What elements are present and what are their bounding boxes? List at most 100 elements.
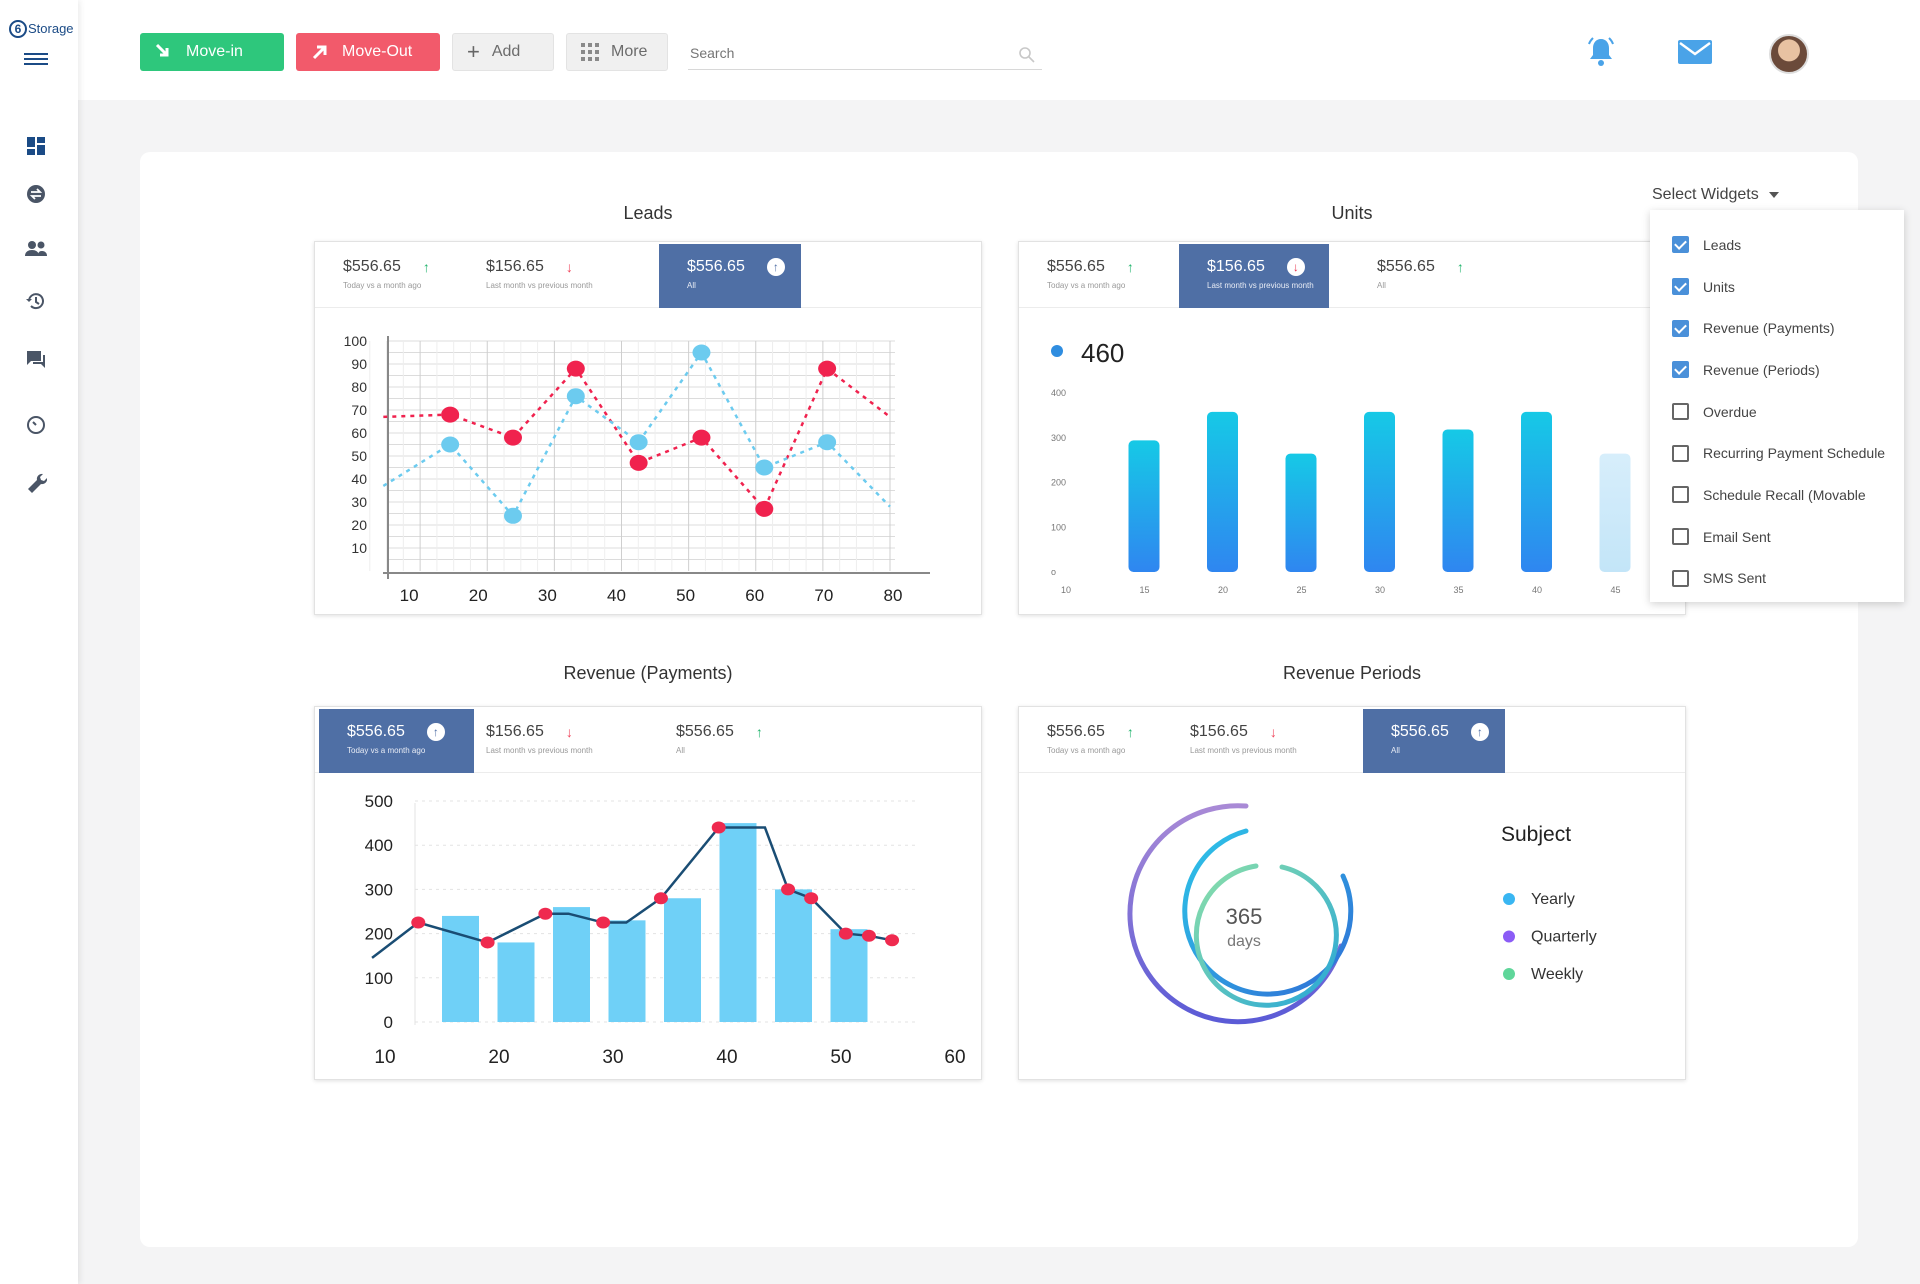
bell-icon[interactable] bbox=[1586, 36, 1616, 68]
x-tick-label: 45 bbox=[1610, 585, 1620, 595]
y-tick-label: 500 bbox=[365, 792, 393, 811]
y-tick-label: 400 bbox=[1051, 388, 1066, 398]
move-out-icon bbox=[312, 45, 327, 60]
checkbox[interactable] bbox=[1672, 486, 1689, 504]
stat-value: $556.65 bbox=[1047, 723, 1105, 740]
data-point bbox=[411, 916, 426, 929]
users-icon[interactable] bbox=[23, 236, 49, 262]
widget-option[interactable]: Email Sent bbox=[1650, 516, 1904, 558]
checkbox[interactable] bbox=[1672, 444, 1689, 462]
bar bbox=[719, 823, 757, 1022]
widget-option-label: Email Sent bbox=[1703, 528, 1771, 545]
checkbox[interactable] bbox=[1672, 278, 1689, 296]
more-button[interactable]: More bbox=[566, 33, 668, 71]
stat-tile[interactable]: $156.65 ↓ Last month vs previous month bbox=[1162, 709, 1316, 773]
transfer-icon[interactable] bbox=[23, 181, 49, 207]
units-big-value: 460 bbox=[1081, 338, 1124, 368]
select-widgets-button[interactable]: Select Widgets bbox=[1652, 186, 1779, 204]
widget-option[interactable]: Units bbox=[1650, 266, 1904, 308]
checkbox[interactable] bbox=[1672, 528, 1689, 546]
y-tick-label: 70 bbox=[351, 402, 367, 418]
units-title: Units bbox=[1331, 203, 1373, 223]
yearly-ring bbox=[1127, 803, 1344, 1025]
stat-caption: Last month vs previous month bbox=[486, 746, 593, 755]
stat-tile[interactable]: $556.65 ↑ All bbox=[648, 709, 790, 773]
widget-option[interactable]: Overdue bbox=[1650, 391, 1904, 433]
timer-icon[interactable] bbox=[23, 411, 49, 437]
y-tick-label: 100 bbox=[365, 969, 393, 988]
data-point bbox=[503, 507, 522, 524]
stat-tile[interactable]: $556.65 ↑ Today vs a month ago bbox=[1019, 244, 1161, 308]
y-tick-label: 0 bbox=[384, 1013, 393, 1032]
checkbox[interactable] bbox=[1672, 403, 1689, 421]
stat-value: $556.65 bbox=[347, 723, 405, 740]
x-tick-label: 30 bbox=[602, 1047, 623, 1068]
stat-tile[interactable]: $556.65 ↑ Today vs a month ago bbox=[315, 244, 457, 308]
menu-icon[interactable] bbox=[24, 53, 48, 65]
wrench-icon[interactable] bbox=[23, 469, 49, 495]
stat-tile[interactable]: $556.65 ↑ Today vs a month ago bbox=[319, 709, 474, 773]
stat-tile[interactable]: $556.65 ↑ All bbox=[1349, 244, 1491, 308]
avatar[interactable] bbox=[1769, 34, 1809, 74]
history-icon[interactable] bbox=[23, 288, 49, 314]
search-input[interactable] bbox=[688, 38, 988, 68]
bar bbox=[1207, 411, 1238, 572]
periods-chart: 365 days Subject Yearly Quarterly Weekly bbox=[1127, 803, 1597, 1025]
logo[interactable]: 6 Storage bbox=[9, 20, 74, 38]
widget-option-label: Revenue (Periods) bbox=[1703, 361, 1820, 378]
data-point bbox=[692, 344, 711, 361]
widget-option[interactable]: Revenue (Periods) bbox=[1650, 349, 1904, 391]
grid-icon bbox=[581, 43, 599, 61]
stat-caption: All bbox=[1377, 281, 1386, 290]
bar bbox=[553, 907, 590, 1022]
caret-down-icon bbox=[1768, 192, 1779, 198]
series-line bbox=[382, 350, 891, 518]
x-tick-label: 60 bbox=[745, 586, 764, 605]
leads-stats: $556.65 ↑ Today vs a month ago $156.65 ↓ Last… bbox=[315, 242, 981, 308]
checkbox[interactable] bbox=[1672, 319, 1689, 337]
x-tick-label: 60 bbox=[944, 1047, 965, 1068]
mail-icon[interactable] bbox=[1678, 40, 1712, 64]
y-tick-label: 50 bbox=[351, 448, 367, 464]
stat-tile[interactable]: $156.65 ↓ Last month vs previous month bbox=[458, 244, 612, 308]
move-in-button[interactable]: Move-in bbox=[140, 33, 284, 71]
widget-option[interactable]: Leads bbox=[1650, 224, 1904, 266]
widget-option[interactable]: Schedule Recall (Movable bbox=[1650, 474, 1904, 516]
checkbox[interactable] bbox=[1672, 569, 1689, 587]
chat-icon[interactable] bbox=[23, 347, 49, 373]
stat-tile[interactable]: $156.65 ↓ Last month vs previous month bbox=[1179, 244, 1329, 308]
y-tick-label: 200 bbox=[1051, 478, 1066, 488]
stat-tile[interactable]: $556.65 ↑ Today vs a month ago bbox=[1019, 709, 1161, 773]
stat-value: $556.65 bbox=[1047, 258, 1105, 275]
stat-tile[interactable]: $556.65 ↑ All bbox=[659, 244, 801, 308]
arrow-up-icon: ↑ bbox=[1126, 724, 1134, 740]
add-button[interactable]: + Add bbox=[452, 33, 554, 71]
data-point bbox=[804, 892, 819, 905]
move-out-button[interactable]: Move-Out bbox=[296, 33, 440, 71]
y-tick-label: 30 bbox=[351, 494, 367, 510]
stat-tile[interactable]: $556.65 ↑ All bbox=[1363, 709, 1505, 773]
search-icon[interactable] bbox=[1018, 46, 1036, 64]
stat-value: $556.65 bbox=[1377, 258, 1435, 275]
widget-option[interactable]: SMS Sent bbox=[1650, 558, 1904, 600]
x-tick-label: 10 bbox=[1061, 585, 1071, 595]
data-point bbox=[538, 907, 553, 920]
dashboard-icon[interactable] bbox=[23, 133, 49, 159]
y-tick-label: 80 bbox=[351, 379, 367, 395]
checkbox[interactable] bbox=[1672, 361, 1689, 379]
widget-option[interactable]: Revenue (Payments) bbox=[1650, 307, 1904, 349]
x-tick-label: 30 bbox=[538, 586, 557, 605]
y-tick-label: 60 bbox=[351, 425, 367, 441]
checkbox[interactable] bbox=[1672, 236, 1689, 254]
legend-label: Yearly bbox=[1531, 891, 1575, 908]
x-tick-label: 40 bbox=[1532, 585, 1542, 595]
data-point bbox=[480, 936, 495, 949]
widget-option[interactable]: Recurring Payment Schedule bbox=[1650, 432, 1904, 474]
widget-option-label: Leads bbox=[1703, 236, 1742, 253]
stat-caption: All bbox=[1391, 746, 1400, 755]
y-tick-label: 300 bbox=[1051, 433, 1066, 443]
arrow-up-circle-icon: ↑ bbox=[766, 258, 785, 276]
stat-tile[interactable]: $156.65 ↓ Last month vs previous month bbox=[458, 709, 612, 773]
data-point bbox=[503, 429, 522, 446]
data-point bbox=[566, 360, 585, 377]
